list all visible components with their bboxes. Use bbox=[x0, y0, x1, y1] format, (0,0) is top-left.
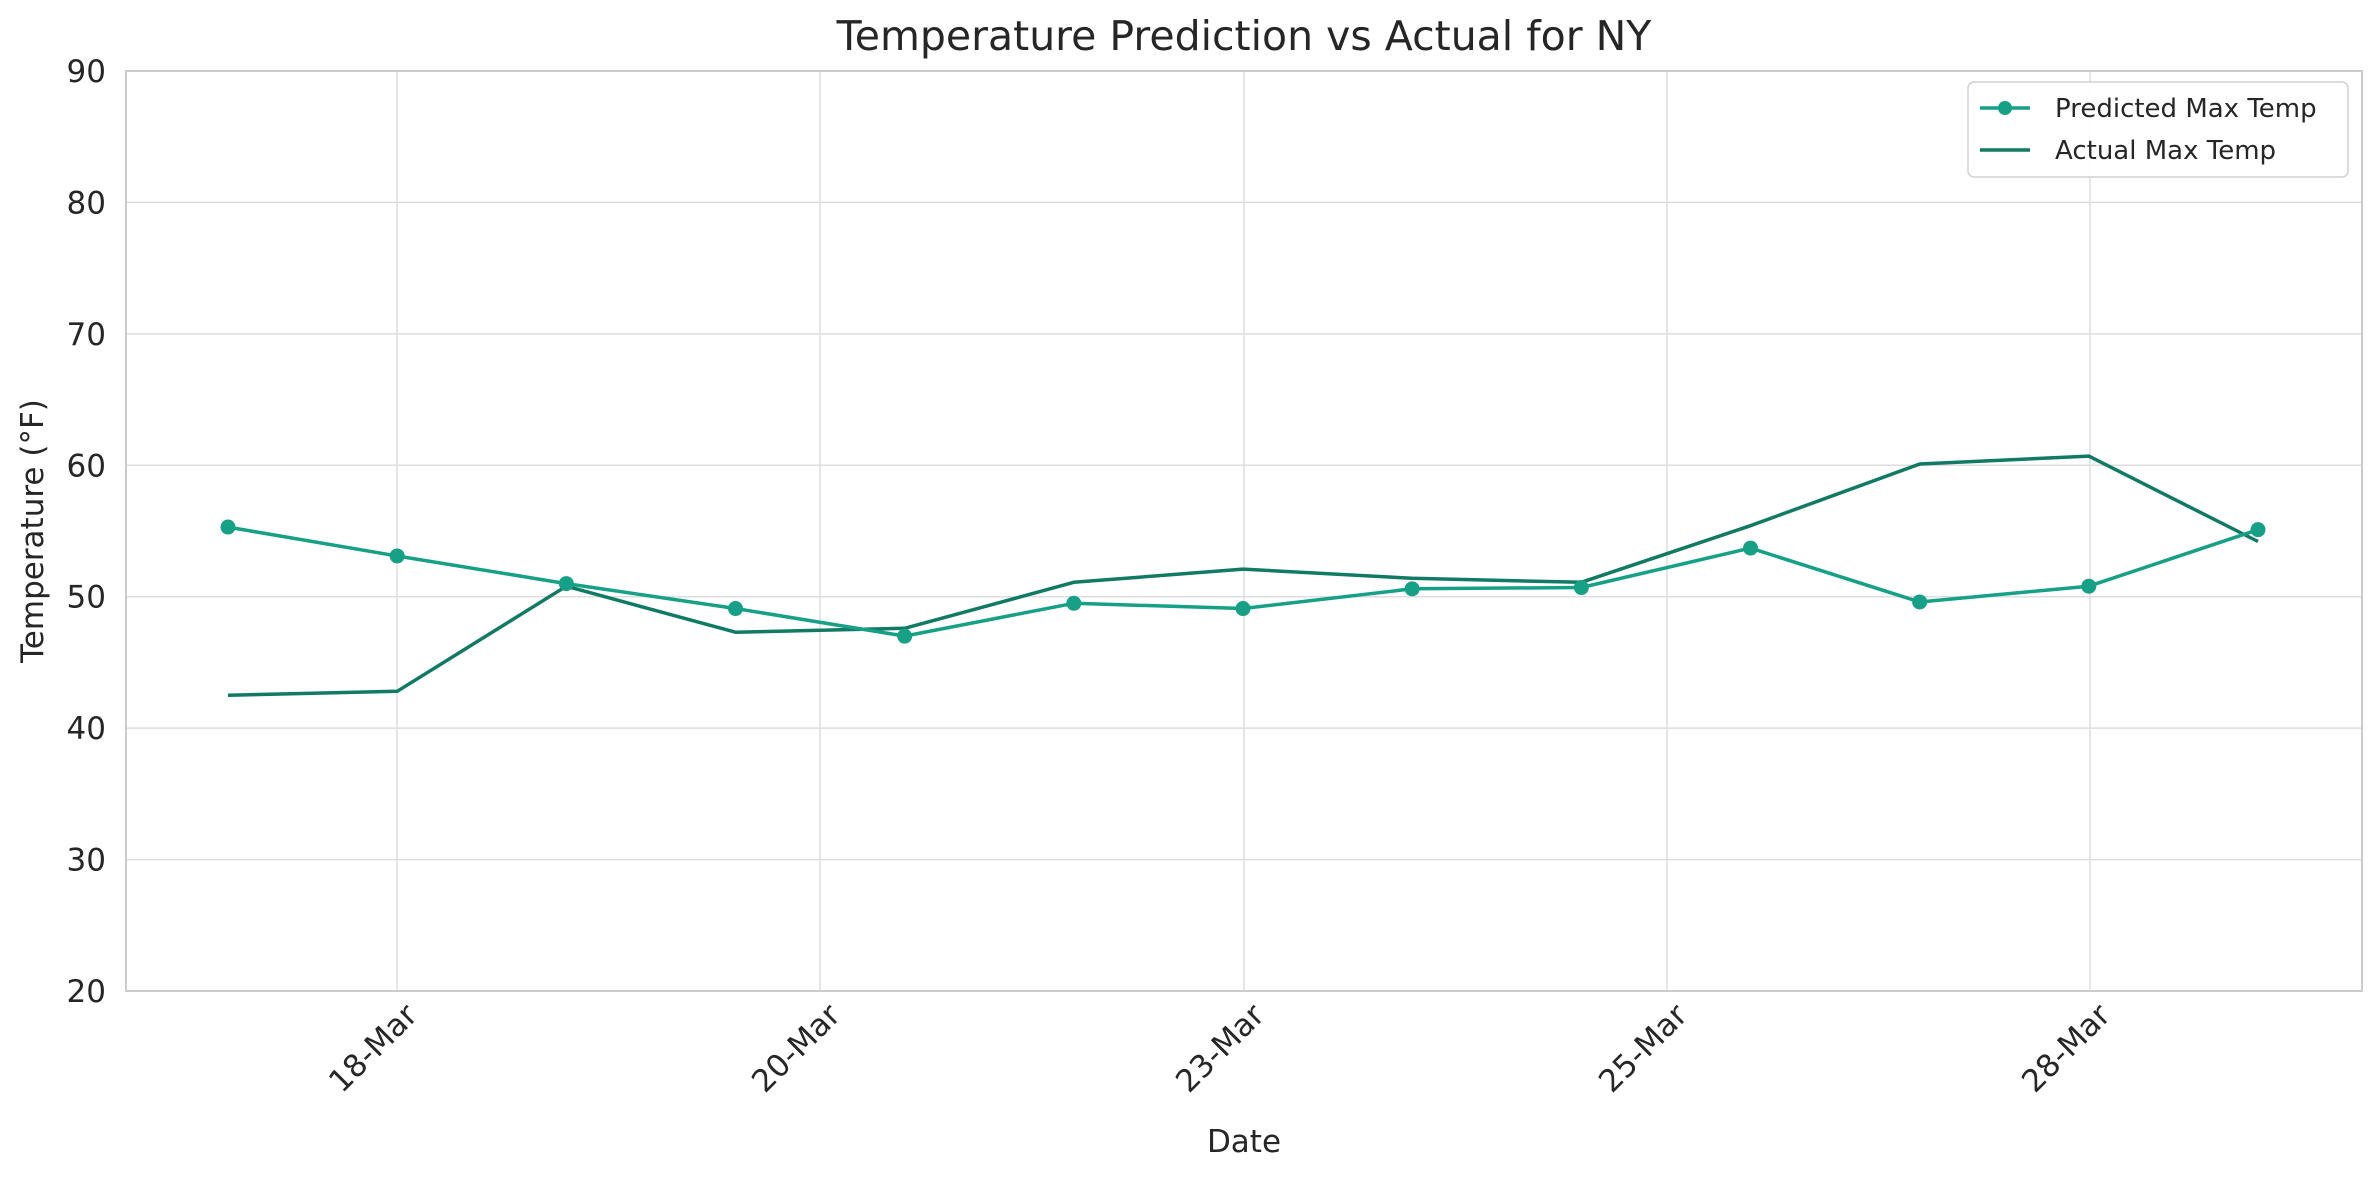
legend: Predicted Max Temp Actual Max Temp bbox=[1967, 81, 2349, 178]
series-layer bbox=[220, 454, 2266, 698]
predicted-point bbox=[1404, 581, 1420, 597]
legend-label-predicted: Predicted Max Temp bbox=[2055, 94, 2317, 124]
predicted-point bbox=[728, 601, 743, 617]
predicted-point bbox=[1743, 540, 1758, 556]
predicted-line bbox=[227, 525, 2259, 638]
predicted-point bbox=[2250, 522, 2266, 538]
plot-frame bbox=[125, 70, 2363, 992]
y-tick-label: 50 bbox=[67, 580, 106, 616]
legend-label-actual: Actual Max Temp bbox=[2055, 136, 2276, 166]
y-axis-label: Temperature (°F) bbox=[15, 399, 51, 664]
x-tick-label: 28-Mar bbox=[2015, 997, 2118, 1100]
legend-box bbox=[1967, 81, 2349, 178]
x-tick-label: 18-Mar bbox=[322, 997, 425, 1100]
predicted-point bbox=[1235, 601, 1251, 617]
predicted-point bbox=[558, 576, 574, 592]
predicted-point bbox=[389, 548, 405, 564]
predicted-point bbox=[1912, 594, 1928, 610]
x-tick-label: 20-Mar bbox=[745, 997, 848, 1100]
actual-line bbox=[227, 454, 2259, 698]
chart-title: Temperature Prediction vs Actual for NY bbox=[836, 12, 1653, 60]
x-axis-label: Date bbox=[1207, 1124, 1281, 1160]
y-tick-label: 90 bbox=[67, 54, 106, 90]
x-tick-label: 25-Mar bbox=[1592, 997, 1695, 1100]
grid-layer bbox=[126, 70, 2362, 992]
y-tick-label: 40 bbox=[67, 711, 106, 747]
tick-layer: 20 30 40 50 60 70 80 90 18-Mar 20-Mar 23-Mar 25-Mar… bbox=[67, 54, 2118, 1100]
predicted-point bbox=[2081, 578, 2097, 594]
y-tick-label: 60 bbox=[67, 448, 106, 484]
predicted-point bbox=[220, 519, 236, 535]
x-tick-label: 23-Mar bbox=[1169, 997, 1272, 1100]
predicted-point bbox=[1573, 580, 1589, 596]
legend-marker-predicted bbox=[1998, 101, 2012, 115]
y-tick-label: 70 bbox=[67, 317, 106, 353]
predicted-point bbox=[897, 628, 913, 644]
y-tick-label: 30 bbox=[67, 843, 106, 879]
predicted-point bbox=[1066, 595, 1082, 611]
y-tick-label: 20 bbox=[67, 974, 106, 1010]
y-tick-label: 80 bbox=[67, 185, 106, 221]
